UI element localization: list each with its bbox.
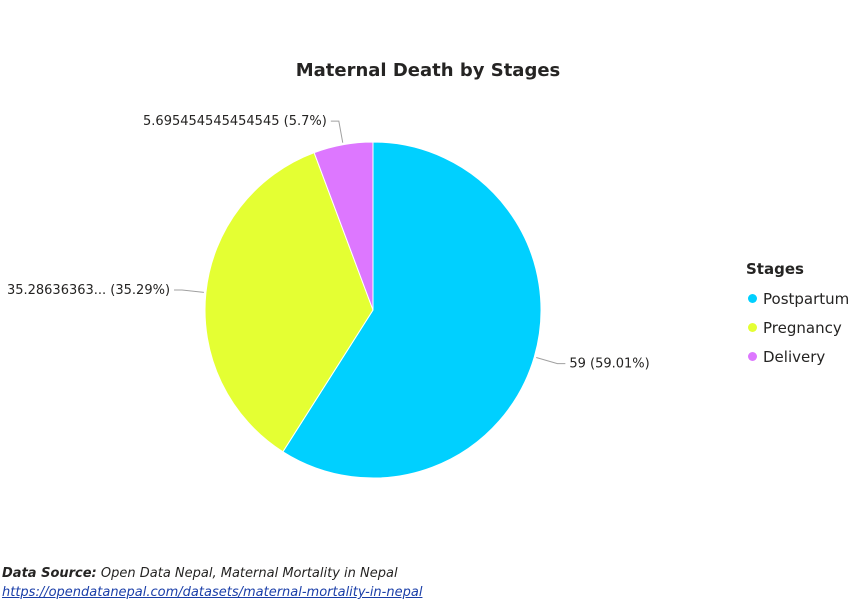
legend-item-pregnancy[interactable]: Pregnancy — [746, 313, 849, 342]
pie-slice-postpartum[interactable] — [282, 141, 542, 479]
legend-marker-delivery — [748, 352, 757, 361]
leader-line-delivery — [330, 120, 344, 143]
data-source-label: Data Source: — [2, 566, 97, 581]
legend-label-pregnancy: Pregnancy — [763, 318, 842, 337]
legend-label-delivery: Delivery — [763, 347, 826, 366]
chart-title: Maternal Death by Stages — [295, 60, 561, 81]
legend-item-delivery[interactable]: Delivery — [746, 342, 849, 371]
legend-marker-postpartum — [748, 294, 757, 303]
data-source-line: Data Source: Open Data Nepal, Maternal M… — [2, 564, 422, 583]
data-label-postpartum: 59 (59.01%) — [569, 357, 649, 372]
pie-slice-pregnancy[interactable] — [204, 152, 374, 453]
data-label-delivery: 5.695454545454545 (5.7%) — [143, 114, 327, 129]
label-leader-lines — [174, 120, 566, 365]
pie-chart: 59 (59.01%) 35.28636363... (35.29%) 5.6954… — [7, 114, 650, 479]
data-source-link[interactable]: https://opendatanepal.com/datasets/mater… — [2, 585, 423, 600]
legend-marker-pregnancy — [748, 323, 757, 332]
pie-slice-delivery[interactable] — [313, 141, 374, 311]
pie-slices — [204, 141, 542, 479]
legend-title: Stages — [746, 260, 804, 278]
leader-line-postpartum — [536, 357, 566, 365]
data-source-footer: Data Source: Open Data Nepal, Maternal M… — [2, 564, 422, 602]
data-labels: 59 (59.01%) 35.28636363... (35.29%) 5.6954… — [7, 114, 650, 372]
data-source-text: Open Data Nepal, Maternal Mortality in N… — [100, 566, 398, 581]
legend: Stages Postpartum Pregnancy Delivery — [746, 260, 849, 371]
leader-line-pregnancy — [174, 289, 204, 293]
legend-item-postpartum[interactable]: Postpartum — [746, 284, 849, 313]
legend-label-postpartum: Postpartum — [763, 289, 850, 308]
data-label-pregnancy: 35.28636363... (35.29%) — [7, 283, 170, 298]
